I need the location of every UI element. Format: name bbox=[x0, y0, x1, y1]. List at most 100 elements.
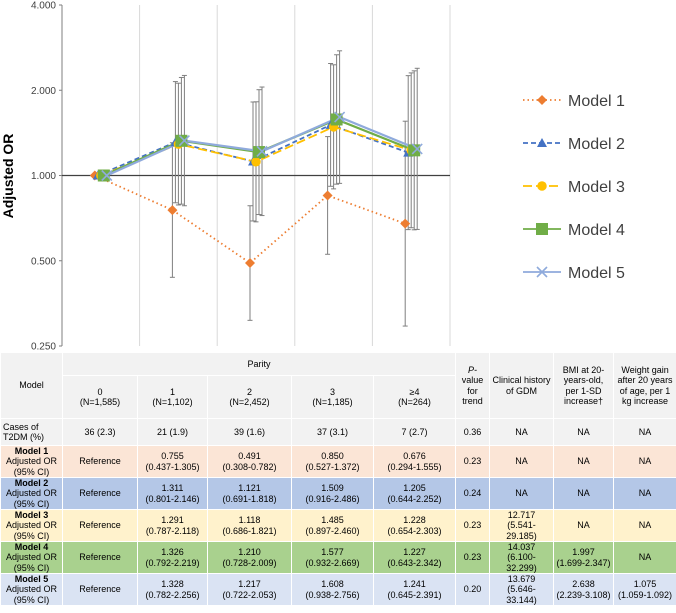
row-label: Cases of T2DM (%) bbox=[0, 418, 63, 446]
table-cell: 0.755 (0.437-1.305) bbox=[137, 444, 208, 479]
table-cell: 1.217 (0.722-2.053) bbox=[207, 573, 292, 607]
y-tick-label: 0.250 bbox=[31, 342, 56, 353]
table-cell: 0.23 bbox=[455, 444, 491, 479]
data-point bbox=[178, 135, 190, 147]
y-tick-label: 0.500 bbox=[31, 256, 56, 267]
data-point bbox=[251, 157, 261, 167]
y-axis-label: Adjusted OR bbox=[0, 134, 16, 219]
table-cell: NA bbox=[613, 418, 676, 446]
table-cell: NA bbox=[489, 444, 555, 479]
table-cell: 2.638 (2.239-3.108) bbox=[553, 573, 615, 607]
model-header: Model bbox=[0, 352, 63, 419]
data-point bbox=[101, 169, 113, 182]
y-tick-label: 4.000 bbox=[31, 1, 56, 12]
results-table: Model Parity P-value for trend Clinical … bbox=[0, 352, 676, 607]
table-cell: 0.23 bbox=[455, 509, 491, 543]
table-cell: NA bbox=[613, 541, 676, 575]
table-cell: 1.608 (0.938-2.756) bbox=[291, 573, 374, 607]
table-cell: 1.326 (0.792-2.219) bbox=[137, 541, 208, 575]
data-point bbox=[322, 190, 333, 201]
data-point bbox=[408, 144, 421, 157]
table-cell: 1.205 (0.644-2.252) bbox=[372, 477, 457, 511]
table-cell: 36 (2.3) bbox=[62, 418, 138, 446]
table-cell: NA bbox=[613, 444, 676, 479]
y-tick-label: 1.000 bbox=[31, 171, 56, 182]
table-cell: 0.36 bbox=[455, 418, 491, 446]
table-cell: 1.509 (0.916-2.486) bbox=[291, 477, 374, 511]
parity-column-header: 2 (N=2,452) bbox=[207, 375, 292, 419]
table-cell: 1.485 (0.897-2.460) bbox=[291, 509, 374, 543]
table-cell: 1.328 (0.782-2.256) bbox=[137, 573, 208, 607]
row-label: Model 3 Adjusted OR (95% CI) bbox=[0, 509, 63, 543]
row-label: Model 5 Adjusted OR (95% CI) bbox=[0, 573, 63, 607]
table-cell: 1.075 (1.059-1.092) bbox=[613, 573, 676, 607]
table-cell: NA bbox=[553, 418, 615, 446]
table-cell: 1.118 (0.686-1.821) bbox=[207, 509, 292, 543]
row-label: Model 4 Adjusted OR (95% CI) bbox=[0, 541, 63, 575]
table-cell: NA bbox=[489, 477, 555, 511]
data-point bbox=[253, 146, 265, 159]
legend-item: Model 2 bbox=[523, 136, 625, 153]
p-trend-header: P-value for trend bbox=[455, 352, 491, 419]
table-cell: 37 (3.1) bbox=[291, 418, 374, 446]
table-cell: 1.210 (0.728-2.009) bbox=[207, 541, 292, 575]
row-label: Model 1 Adjusted OR (95% CI) bbox=[0, 444, 63, 479]
table-cell: Reference bbox=[62, 509, 138, 543]
table-cell: NA bbox=[553, 444, 615, 479]
parity-column-header: 0 (N=1,585) bbox=[62, 375, 138, 419]
table-row: Cases of T2DM (%) 36 (2.3) 21 (1.9) 39 (1.6… bbox=[0, 418, 676, 446]
gdm-header: Clinical history of GDM bbox=[489, 352, 555, 419]
legend-item: Model 1 bbox=[523, 93, 625, 110]
legend-label: Model 4 bbox=[568, 222, 625, 239]
y-tick-label: 2.000 bbox=[31, 86, 56, 97]
chart-axes: 0.250 0.500 1.000 2.000 4.000 bbox=[31, 1, 450, 353]
table-cell: 7 (2.7) bbox=[372, 418, 457, 446]
parity-column-header: 3 (N=1,185) bbox=[291, 375, 374, 419]
table-cell: 0.23 bbox=[455, 541, 491, 575]
table-cell: 1.577 (0.932-2.669) bbox=[291, 541, 374, 575]
table-cell: NA bbox=[613, 509, 676, 543]
data-point bbox=[167, 205, 178, 216]
table-cell: 1.121 (0.691-1.818) bbox=[207, 477, 292, 511]
table-cell: 0.491 (0.308-0.782) bbox=[207, 444, 292, 479]
table-cell: 1.311 (0.801-2.146) bbox=[137, 477, 208, 511]
table-cell: Reference bbox=[62, 477, 138, 511]
table-row: Model 4 Adjusted OR (95% CI) Reference 1.32… bbox=[0, 541, 676, 575]
parity-column-header: 1 (N=1,102) bbox=[137, 375, 208, 419]
table-cell: 1.997 (1.699-2.347) bbox=[553, 541, 615, 575]
table-cell: 0.850 (0.527-1.372) bbox=[291, 444, 374, 479]
data-point bbox=[334, 111, 346, 123]
table-cell: NA bbox=[613, 477, 676, 511]
table-cell: NA bbox=[553, 509, 615, 543]
parity-column-header: ≥4 (N=264) bbox=[372, 375, 457, 419]
table-cell: 0.24 bbox=[455, 477, 491, 511]
table-cell: 21 (1.9) bbox=[137, 418, 208, 446]
legend-marker bbox=[537, 181, 547, 191]
table-row: Model 1 Adjusted OR (95% CI) Reference 0.75… bbox=[0, 444, 676, 479]
table-cell: Reference bbox=[62, 573, 138, 607]
weight-gain-header: Weight gain after 20 years of age, per 1… bbox=[613, 352, 676, 419]
odds-ratio-chart: 0.250 0.500 1.000 2.000 4.000 Model 1 Model 2… bbox=[0, 1, 625, 353]
table-cell: NA bbox=[489, 418, 555, 446]
data-point bbox=[400, 218, 411, 229]
legend-label: Model 2 bbox=[568, 136, 625, 153]
data-point bbox=[256, 145, 268, 157]
legend-label: Model 5 bbox=[568, 265, 625, 282]
table-cell: Reference bbox=[62, 444, 138, 479]
data-point bbox=[175, 134, 188, 147]
table-cell: 1.291 (0.787-2.118) bbox=[137, 509, 208, 543]
data-point bbox=[97, 169, 110, 182]
legend-marker bbox=[536, 223, 548, 235]
table-cell: 1.228 (0.654-2.303) bbox=[372, 509, 457, 543]
data-point bbox=[411, 143, 423, 155]
table-cell: NA bbox=[553, 477, 615, 511]
legend-item: Model 5 bbox=[523, 265, 625, 282]
table-row: Model 2 Adjusted OR (95% CI) Reference 1.31… bbox=[0, 477, 676, 511]
data-point bbox=[245, 257, 255, 268]
chart-legend: Model 1 Model 2 Model 3 Model 4 Model 5 bbox=[523, 93, 625, 282]
table-cell: 0.676 (0.294-1.555) bbox=[372, 444, 457, 479]
table-cell: 1.241 (0.645-2.391) bbox=[372, 573, 457, 607]
table-cell: 39 (1.6) bbox=[207, 418, 292, 446]
bmi-header: BMI at 20-years-old, per 1-SD increase† bbox=[553, 352, 615, 419]
series-markers bbox=[89, 111, 423, 268]
